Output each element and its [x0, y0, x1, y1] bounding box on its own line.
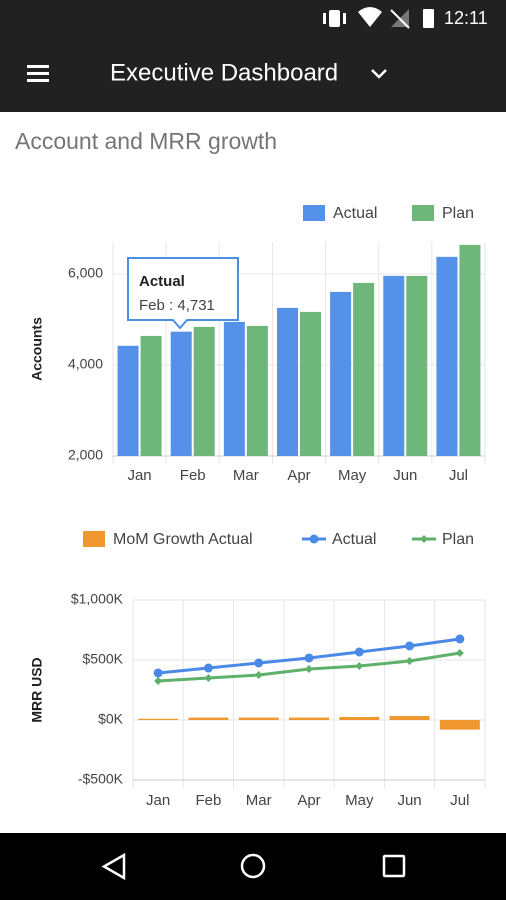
- bar: [138, 718, 179, 720]
- vibrate-right: [343, 13, 346, 24]
- bar: [439, 720, 480, 730]
- x-tick-label: Jan: [146, 792, 170, 809]
- x-tick-label: Feb: [180, 467, 206, 484]
- bar: [238, 717, 279, 720]
- bar: [277, 307, 298, 456]
- y-tick-label: $0K: [98, 711, 124, 727]
- recents-button[interactable]: [382, 854, 406, 878]
- point: [305, 665, 313, 673]
- bar: [459, 244, 481, 456]
- wifi-icon: [358, 7, 382, 27]
- point: [405, 641, 415, 651]
- bar: [330, 291, 352, 456]
- legend-label: Actual: [332, 531, 376, 548]
- x-tick-label: Jul: [449, 467, 468, 484]
- x-tick-label: Apr: [297, 792, 320, 809]
- point: [204, 674, 213, 682]
- bar: [193, 326, 215, 456]
- legend-label: Actual: [333, 205, 377, 222]
- y-axis-title: MRR USD: [29, 657, 45, 722]
- x-tick-label: Jul: [450, 792, 469, 809]
- bar: [223, 321, 245, 456]
- y-tick-label: $500K: [83, 651, 124, 667]
- bar: [339, 717, 380, 720]
- y-tick-label: 6,000: [68, 265, 103, 281]
- bar: [140, 335, 162, 456]
- legend-label: Plan: [442, 531, 474, 548]
- bar: [383, 275, 405, 456]
- x-tick-label: Jun: [393, 467, 417, 484]
- legend-swatch: [303, 205, 325, 221]
- x-tick-label: May: [338, 467, 367, 484]
- point: [254, 658, 264, 668]
- signal-cross: [390, 9, 410, 29]
- bar: [353, 282, 375, 456]
- x-tick-label: May: [345, 792, 374, 809]
- point: [355, 662, 364, 670]
- point: [455, 649, 464, 658]
- point: [309, 534, 319, 544]
- legend-swatch: [412, 205, 434, 221]
- x-tick-label: Jan: [127, 467, 151, 484]
- point: [304, 653, 314, 663]
- tooltip: Actual Feb : 4,731: [127, 257, 239, 330]
- y-tick-label: 2,000: [68, 447, 103, 463]
- menu-bar: [27, 79, 49, 82]
- y-tick-label: -$500K: [78, 771, 124, 787]
- legend-label: MoM Growth Actual: [113, 531, 253, 548]
- bar: [170, 331, 192, 456]
- point: [405, 656, 414, 665]
- charts: 2,000 4,000 6,000 Accounts Jan Feb Mar Apr May Ju…: [29, 205, 486, 809]
- bar: [300, 311, 321, 456]
- back-button[interactable]: [101, 852, 126, 881]
- app-bar-bg: [0, 0, 506, 112]
- bar: [246, 325, 268, 456]
- section-title: Account and MRR growth: [15, 128, 277, 154]
- point: [455, 634, 465, 644]
- point: [154, 677, 163, 685]
- point: [203, 663, 213, 673]
- bar: [406, 275, 428, 456]
- bar: [117, 345, 139, 456]
- vibrate-left: [323, 13, 326, 24]
- tooltip-box: [127, 257, 239, 330]
- nav-bar: [0, 833, 506, 900]
- x-tick-label: Mar: [233, 467, 259, 484]
- bar: [188, 717, 229, 720]
- status-icons: [323, 7, 434, 29]
- point: [354, 647, 364, 657]
- bar: [389, 716, 430, 720]
- bar: [289, 717, 329, 720]
- tooltip-text: Feb : 4,731: [139, 297, 215, 314]
- vibrate-icon: [329, 10, 340, 27]
- menu-bar: [27, 72, 49, 75]
- bar: [436, 256, 458, 456]
- x-tick-label: Apr: [287, 467, 310, 484]
- y-tick-label: $1,000K: [71, 591, 124, 607]
- y-axis-title: Accounts: [29, 317, 45, 381]
- menu-icon[interactable]: [27, 65, 49, 82]
- home-button[interactable]: [240, 853, 266, 879]
- battery-icon: [423, 9, 434, 28]
- status-time: 12:11: [444, 8, 488, 28]
- point: [254, 671, 263, 679]
- point: [420, 535, 428, 543]
- x-tick-label: Feb: [195, 792, 221, 809]
- point: [153, 668, 163, 678]
- x-tick-label: Mar: [246, 792, 272, 809]
- legend-label: Plan: [442, 205, 474, 222]
- x-tick-label: Jun: [397, 792, 421, 809]
- legend-swatch: [83, 531, 105, 547]
- tooltip-title: Actual: [139, 273, 185, 290]
- dropdown-icon[interactable]: [371, 69, 387, 79]
- y-tick-label: 4,000: [68, 356, 103, 372]
- app-title[interactable]: Executive Dashboard: [110, 59, 338, 86]
- menu-bar: [27, 65, 49, 68]
